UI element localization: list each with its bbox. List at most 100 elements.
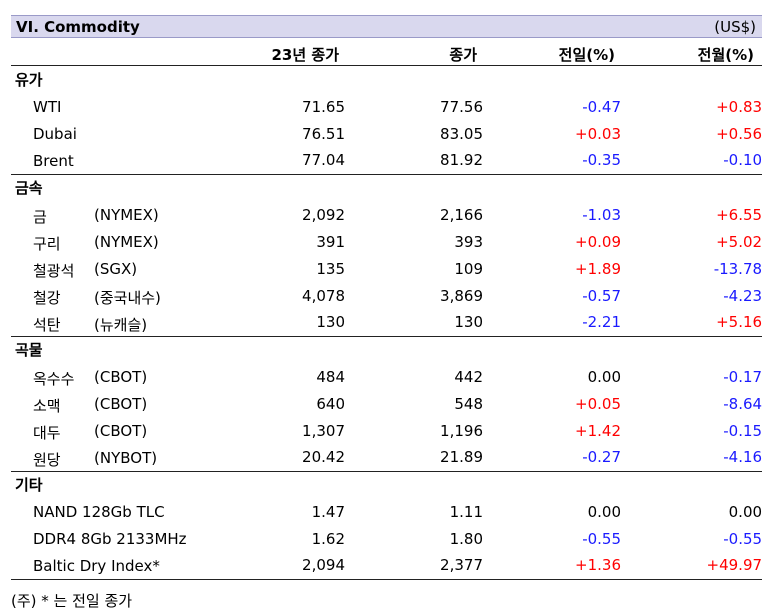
column-header-monthly-change: 전월(%) [697,46,754,64]
prev-year-close-cell: 76.51 [302,124,345,143]
table-row: NAND 128Gb TLC 1.47 1.11 0.00 0.00 [11,498,762,525]
table-row: DDR4 8Gb 2133MHz 1.62 1.80 -0.55 -0.55 [11,525,762,552]
commodity-exchange: (NYBOT) [94,449,158,467]
commodity-name: 소맥 [33,397,61,415]
close-cell: 21.89 [440,448,483,467]
close-cell: 109 [454,259,483,278]
commodity-exchange: (CBOT) [94,395,148,413]
prev-year-close-cell: 71.65 [302,97,345,116]
category-row: 금속 [11,173,763,201]
prev-year-close-cell: 2,092 [302,205,345,224]
commodity-name-cell: NAND 128Gb TLC [11,498,201,525]
commodity-name: WTI [33,98,62,116]
monthly-change-cell: +0.83 [716,97,763,116]
commodity-name: NAND 128Gb TLC [33,503,165,521]
commodity-exchange: (NYMEX) [94,206,159,224]
close-cell: 2,166 [440,205,483,224]
commodity-name-cell: WTI [11,93,201,120]
close-cell: 3,869 [440,286,483,305]
commodity-name: Dubai [33,125,77,143]
prev-year-close-cell: 484 [316,367,345,386]
prev-year-close-cell: 1,307 [302,421,345,440]
monthly-change-cell: -8.64 [723,394,763,413]
commodity-name-cell: 석탄 (뉴캐슬) [11,309,201,336]
monthly-change-cell: -0.15 [723,421,763,440]
prev-year-close-cell: 640 [316,394,345,413]
monthly-change-cell: -0.55 [723,529,763,548]
close-cell: 83.05 [440,124,483,143]
commodity-name-cell: 대두 (CBOT) [11,417,201,444]
daily-change-cell: -0.47 [582,97,621,116]
close-cell: 77.56 [440,97,483,116]
prev-year-close-cell: 135 [316,259,345,278]
commodity-name-cell: 구리 (NYMEX) [11,228,201,255]
commodity-exchange: (중국내수) [94,289,161,307]
table-row: Brent 77.04 81.92 -0.35 -0.10 [11,147,762,174]
close-cell: 1.80 [449,529,483,548]
prev-year-close-cell: 20.42 [302,448,345,467]
category-row: 유가 [11,66,762,93]
commodity-name: 금 [33,208,47,226]
daily-change-cell: -0.27 [582,448,621,467]
prev-year-close-cell: 1.62 [311,529,345,548]
prev-year-close-cell: 4,078 [302,286,345,305]
prev-year-close-cell: 391 [316,232,345,251]
monthly-change-cell: +0.56 [716,124,763,143]
column-header-prev-year-close: 23년 종가 [271,46,340,64]
commodity-exchange: (SGX) [94,260,138,278]
table-row: 금 (NYMEX) 2,092 2,166 -1.03 +6.55 [11,201,762,228]
close-cell: 130 [454,313,483,332]
monthly-change-cell: -4.23 [723,286,763,305]
commodity-name-cell: Brent [11,147,201,174]
commodity-name-cell: 금 (NYMEX) [11,201,201,228]
commodity-name-cell: DDR4 8Gb 2133MHz [11,525,201,552]
close-cell: 1.11 [449,502,483,521]
commodity-name: 구리 [33,235,61,253]
daily-change-cell: 0.00 [587,502,621,521]
commodity-exchange: (뉴캐슬) [94,316,148,334]
daily-change-cell: -2.21 [582,313,621,332]
commodity-name: 철광석 [33,262,75,280]
commodity-name: Baltic Dry Index* [33,557,160,575]
category-label: 유가 [15,71,43,89]
prev-year-close-cell: 1.47 [311,502,345,521]
daily-change-cell: +0.05 [575,394,621,413]
table-row: 석탄 (뉴캐슬) 130 130 -2.21 +5.16 [11,309,762,336]
table-row: 소맥 (CBOT) 640 548 +0.05 -8.64 [11,390,762,417]
category-label: 금속 [11,173,763,201]
monthly-change-cell: +5.02 [716,232,763,251]
commodity-exchange: (CBOT) [94,422,148,440]
commodity-table: 유가 WTI 71.65 77.56 -0.47 +0.83 Dubai 76.51 83.05… [11,66,763,580]
commodity-name-cell: 철광석 (SGX) [11,255,201,282]
commodity-exchange: (NYMEX) [94,233,159,251]
commodity-name: 대두 [33,424,61,442]
daily-change-cell: +1.36 [483,552,621,580]
table-row: 철강 (중국내수) 4,078 3,869 -0.57 -4.23 [11,282,762,309]
close-cell: 548 [454,394,483,413]
monthly-change-cell: 0.00 [728,502,763,521]
daily-change-cell: +0.03 [575,124,621,143]
monthly-change-cell: +6.55 [716,205,763,224]
close-cell: 81.92 [440,151,483,170]
table-row: 구리 (NYMEX) 391 393 +0.09 +5.02 [11,228,762,255]
commodity-name: 옥수수 [33,370,75,388]
commodity-name: 석탄 [33,316,61,334]
table-row: WTI 71.65 77.56 -0.47 +0.83 [11,93,762,120]
close-cell: 1,196 [440,421,483,440]
monthly-change-cell: +49.97 [621,552,763,580]
prev-year-close-cell: 77.04 [302,151,345,170]
column-header-daily-change: 전일(%) [558,46,615,64]
daily-change-cell: -0.35 [582,151,621,170]
daily-change-cell: +0.09 [575,232,621,251]
section-title-bar: VI. Commodity (US$) [11,15,762,38]
close-cell: 2,377 [345,552,483,580]
monthly-change-cell: -4.16 [723,448,763,467]
commodity-name-cell: Baltic Dry Index* [11,552,201,580]
commodity-name: DDR4 8Gb 2133MHz [33,530,187,548]
daily-change-cell: 0.00 [587,367,621,386]
commodity-name-cell: Dubai [11,120,201,147]
category-label: 기타 [11,470,763,498]
category-label: 곡물 [11,335,763,363]
commodity-name-cell: 소맥 (CBOT) [11,390,201,417]
